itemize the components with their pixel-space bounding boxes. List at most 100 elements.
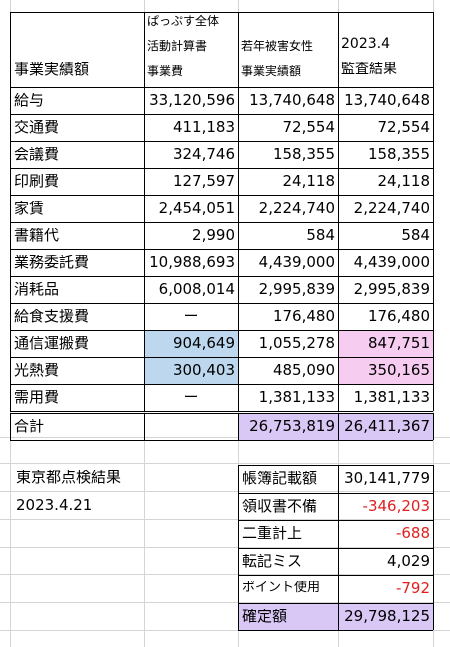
- row-value: 411,183: [172, 120, 235, 136]
- row-label: 需用費: [14, 390, 60, 406]
- border-h: [238, 630, 433, 631]
- row-value: 158,355: [272, 147, 335, 163]
- row-value: 13,740,648: [344, 93, 430, 109]
- inspection-value: 30,141,779: [344, 471, 430, 487]
- row-label: 消耗品: [14, 282, 60, 298]
- border-v: [238, 465, 239, 630]
- inspection-value: -346,203: [362, 498, 430, 515]
- border-h: [10, 413, 433, 414]
- row-value: 2,995,839: [353, 282, 430, 298]
- border-h: [10, 411, 433, 412]
- row-value: 1,055,278: [258, 336, 335, 352]
- inspection-label: 転記ミス: [242, 553, 303, 570]
- gridline: [0, 547, 450, 548]
- border-h: [10, 87, 433, 88]
- row-value: 2,990: [192, 228, 235, 244]
- border-h: [238, 602, 433, 604]
- border-h: [10, 440, 433, 441]
- border-h: [10, 114, 433, 115]
- border-v: [338, 12, 339, 411]
- row-label: 業務委託費: [14, 255, 90, 271]
- cell-fill: [238, 413, 338, 440]
- cell-fill: [144, 330, 238, 357]
- row-value: 158,355: [367, 147, 430, 163]
- row-label: 給与: [14, 93, 45, 109]
- row-value: 6,008,014: [158, 282, 235, 298]
- cell-fill: [338, 413, 433, 440]
- border-h: [10, 195, 433, 196]
- cell-fill: [338, 357, 433, 384]
- row-value: 13,740,648: [249, 93, 335, 109]
- border-v: [338, 413, 339, 440]
- header-line: 活動計算書: [147, 40, 208, 53]
- row-value: 33,120,596: [149, 93, 235, 109]
- row-value: 24,118: [377, 174, 431, 190]
- row-label: 合計: [14, 419, 45, 435]
- inspection-label: ポイント使用: [242, 581, 321, 595]
- gridline: [0, 574, 450, 575]
- border-v: [433, 12, 434, 411]
- header-line: 若年被害女性: [241, 40, 314, 53]
- border-h: [10, 303, 433, 304]
- border-h: [10, 12, 433, 13]
- border-h: [238, 492, 433, 494]
- row-value: 485,090: [272, 363, 335, 379]
- row-value: 72,554: [377, 120, 431, 136]
- gridline: [0, 630, 450, 631]
- gridline: [0, 437, 450, 438]
- border-h: [238, 547, 433, 549]
- row-value: 1,381,133: [258, 390, 335, 406]
- border-h: [10, 330, 433, 331]
- gridline: [0, 602, 450, 603]
- border-v: [10, 413, 11, 440]
- row-value: 2,454,051: [158, 201, 235, 217]
- header-line: ぱっぷす全体: [147, 15, 220, 28]
- gridline: [0, 491, 450, 492]
- cell-fill: [238, 602, 433, 630]
- border-h: [10, 141, 433, 142]
- border-v: [238, 12, 239, 411]
- inspection-label: 確定額: [242, 608, 288, 625]
- row-value: 176,480: [272, 309, 335, 325]
- inspection-date: 2023.4.21: [16, 498, 93, 514]
- row-value: 584: [306, 228, 335, 244]
- row-label: 家賃: [14, 201, 45, 217]
- row-label: 光熱費: [14, 363, 60, 379]
- row-value: 4,439,000: [258, 255, 335, 271]
- row-value: 2,224,740: [258, 201, 335, 217]
- border-h: [10, 384, 433, 385]
- gridline: [0, 463, 450, 464]
- border-v: [238, 413, 239, 440]
- inspection-label: 帳簿記載額: [242, 471, 318, 487]
- row-value: ー: [183, 390, 199, 406]
- border-v: [144, 413, 145, 440]
- row-label: 書籍代: [14, 228, 60, 244]
- header-line: 事業費: [147, 65, 184, 78]
- border-h: [10, 222, 433, 223]
- border-h: [10, 357, 433, 358]
- header-line: 事業実績額: [241, 65, 302, 78]
- border-h: [10, 276, 433, 277]
- row-value: 176,480: [367, 309, 430, 325]
- row-value: 300,403: [172, 363, 235, 379]
- header-line: 2023.4: [341, 37, 390, 52]
- row-value: 24,118: [282, 174, 336, 190]
- row-label: 会議費: [14, 147, 60, 163]
- border-h: [10, 168, 433, 169]
- row-value: ー: [183, 309, 199, 325]
- row-value: 847,751: [367, 336, 430, 352]
- border-h: [238, 465, 433, 466]
- row-value: 584: [401, 228, 430, 244]
- row-value: 2,995,839: [258, 282, 335, 298]
- row-value: 72,554: [282, 120, 336, 136]
- row-label: 通信運搬費: [14, 336, 90, 352]
- inspection-value: -792: [395, 581, 430, 597]
- row-value: 26,753,819: [249, 419, 335, 435]
- row-value: 26,411,367: [344, 419, 430, 435]
- header-label: 事業実績額: [14, 62, 90, 78]
- row-label: 給食支援費: [14, 309, 90, 325]
- row-value: 127,597: [172, 174, 235, 190]
- border-v: [433, 413, 434, 440]
- row-value: 904,649: [172, 336, 235, 352]
- inspection-value: 29,798,125: [344, 608, 430, 625]
